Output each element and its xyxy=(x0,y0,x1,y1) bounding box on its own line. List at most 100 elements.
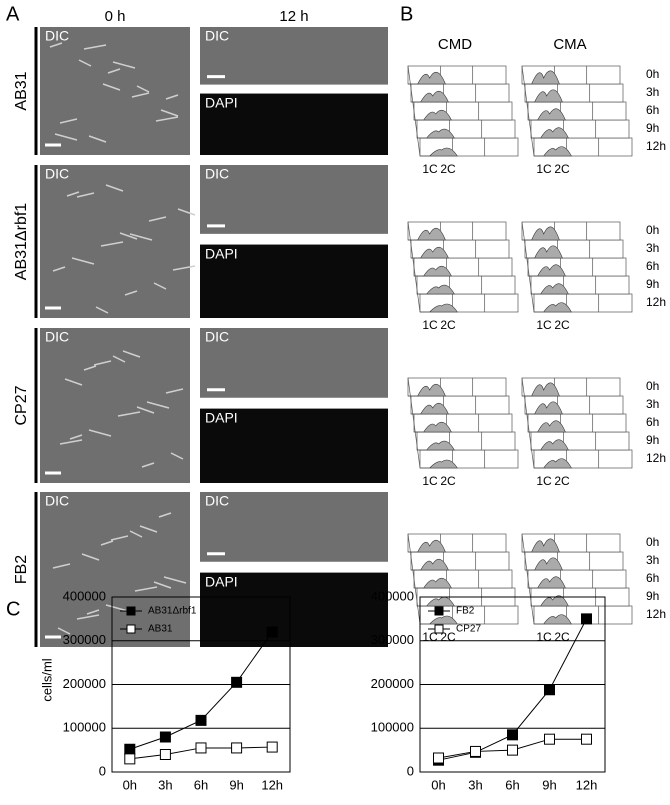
y-tick-label: 200000 xyxy=(371,676,414,691)
legend-label: FB2 xyxy=(456,606,475,617)
y-axis-label: cells/ml xyxy=(39,658,54,701)
cell xyxy=(102,83,121,91)
cell xyxy=(153,581,172,589)
micrograph xyxy=(200,492,388,562)
histogram xyxy=(417,284,455,295)
axis-slant xyxy=(521,65,535,157)
time-label: 9h xyxy=(646,277,659,291)
column-header: CMA xyxy=(553,36,586,53)
column-header: CMD xyxy=(438,36,472,53)
peak-label: 2C xyxy=(554,162,570,176)
time-label: 9h xyxy=(646,589,659,603)
cell xyxy=(165,94,179,100)
histogram xyxy=(417,440,455,451)
cell xyxy=(76,192,95,198)
peak-label: 1C xyxy=(536,162,552,176)
marker xyxy=(266,626,278,638)
histogram xyxy=(420,615,458,625)
cell xyxy=(141,462,155,468)
histogram xyxy=(411,402,449,415)
micrograph xyxy=(200,572,388,647)
legend-marker xyxy=(126,624,136,634)
cell xyxy=(83,365,97,371)
cell xyxy=(52,266,66,272)
cell xyxy=(148,216,167,222)
histogram xyxy=(528,576,566,589)
axis-slant xyxy=(407,377,421,469)
y-tick-label: 0 xyxy=(407,763,414,778)
histogram xyxy=(411,558,449,571)
marker xyxy=(581,733,592,745)
y-tick-label: 100000 xyxy=(371,720,414,735)
cell xyxy=(158,512,172,518)
cell xyxy=(88,135,107,143)
peak-label: 2C xyxy=(440,162,456,176)
cell xyxy=(172,265,196,271)
cell xyxy=(76,614,100,620)
y-tick-label: 200000 xyxy=(63,676,106,691)
cell xyxy=(57,627,71,635)
cell xyxy=(136,406,155,414)
cell xyxy=(119,232,138,240)
image-label: DIC xyxy=(45,166,69,182)
cell xyxy=(136,85,150,93)
cell xyxy=(129,530,143,538)
time-label: 6h xyxy=(646,103,659,117)
time-label: 3h xyxy=(646,241,659,255)
y-tick-label: 0 xyxy=(99,763,106,778)
cell xyxy=(129,233,153,241)
histogram xyxy=(420,147,458,157)
y-tick-label: 100000 xyxy=(63,720,106,735)
marker xyxy=(470,745,481,757)
x-tick-label: 9h xyxy=(542,777,556,792)
histogram xyxy=(522,538,560,553)
peak-label: 2C xyxy=(554,318,570,332)
marker xyxy=(544,684,555,696)
y-tick-label: 300000 xyxy=(371,632,414,647)
histogram xyxy=(534,458,572,469)
x-tick-label: 3h xyxy=(158,777,172,792)
x-tick-label: 0h xyxy=(123,777,137,792)
cell xyxy=(124,290,138,296)
legend-marker xyxy=(126,606,136,616)
peak-label: 2C xyxy=(440,474,456,488)
cell xyxy=(146,401,170,409)
cell xyxy=(155,116,179,122)
peak-label: 1C xyxy=(536,474,552,488)
image-label: DIC xyxy=(45,329,69,345)
marker xyxy=(231,676,243,688)
line xyxy=(129,631,273,750)
image-label: DIC xyxy=(205,28,229,44)
axis-slant xyxy=(407,65,421,157)
marker xyxy=(231,742,243,754)
marker xyxy=(195,742,207,754)
panel-label: A xyxy=(6,3,20,25)
time-label: 9h xyxy=(646,121,659,135)
strain-label: CP27 xyxy=(13,385,30,425)
marker xyxy=(266,741,278,753)
micrograph xyxy=(200,328,388,398)
x-tick-label: 12h xyxy=(576,777,598,792)
cell xyxy=(64,378,83,386)
image-label: DIC xyxy=(45,493,69,509)
legend-label: CP27 xyxy=(456,624,481,635)
histogram xyxy=(534,302,572,313)
axis-slant xyxy=(521,533,535,625)
cell xyxy=(153,282,167,290)
marker xyxy=(507,729,518,741)
histogram xyxy=(534,614,572,625)
cell xyxy=(105,604,129,612)
histogram xyxy=(531,127,569,139)
time-label: 0h xyxy=(646,67,659,81)
micrograph xyxy=(200,93,388,155)
axis-slant xyxy=(407,533,421,625)
x-tick-label: 0h xyxy=(431,777,445,792)
cell xyxy=(81,553,100,561)
column-header: 12 h xyxy=(279,8,308,25)
cell xyxy=(83,44,107,50)
peak-label: 1C xyxy=(536,630,552,644)
time-label: 0h xyxy=(646,223,659,237)
peak-label: 1C xyxy=(422,474,438,488)
time-label: 12h xyxy=(646,139,666,153)
